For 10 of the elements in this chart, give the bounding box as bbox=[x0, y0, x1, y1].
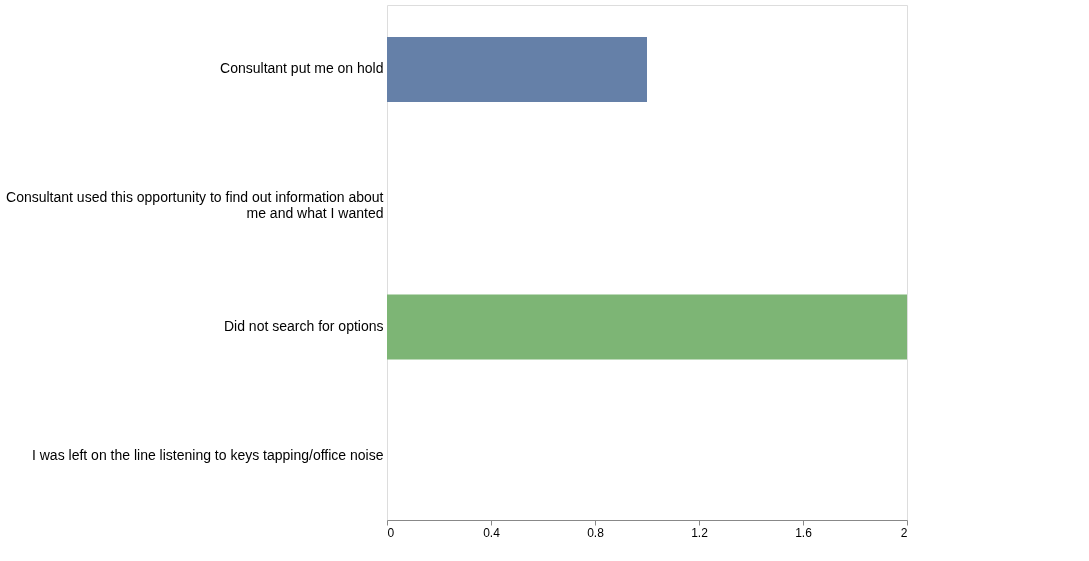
x-tick-label: 1.6 bbox=[795, 525, 813, 540]
y-tick-label: I was left on the line listening to keys tapping/office noise bbox=[31, 446, 384, 463]
x-tick-label: 0 bbox=[387, 525, 395, 540]
y-tick-label: Consultant put me on hold bbox=[220, 60, 384, 77]
y-tick-label: Consultant used this opportunity to find out information about me and what I wanted bbox=[6, 189, 384, 222]
x-tick-label: 0.4 bbox=[483, 525, 501, 540]
y-tick-label: Did not search for options bbox=[223, 317, 384, 334]
x-tick-label: 0.8 bbox=[587, 525, 605, 540]
x-tick-label: 2 bbox=[900, 525, 908, 540]
x-tick-label: 1.2 bbox=[691, 525, 709, 540]
